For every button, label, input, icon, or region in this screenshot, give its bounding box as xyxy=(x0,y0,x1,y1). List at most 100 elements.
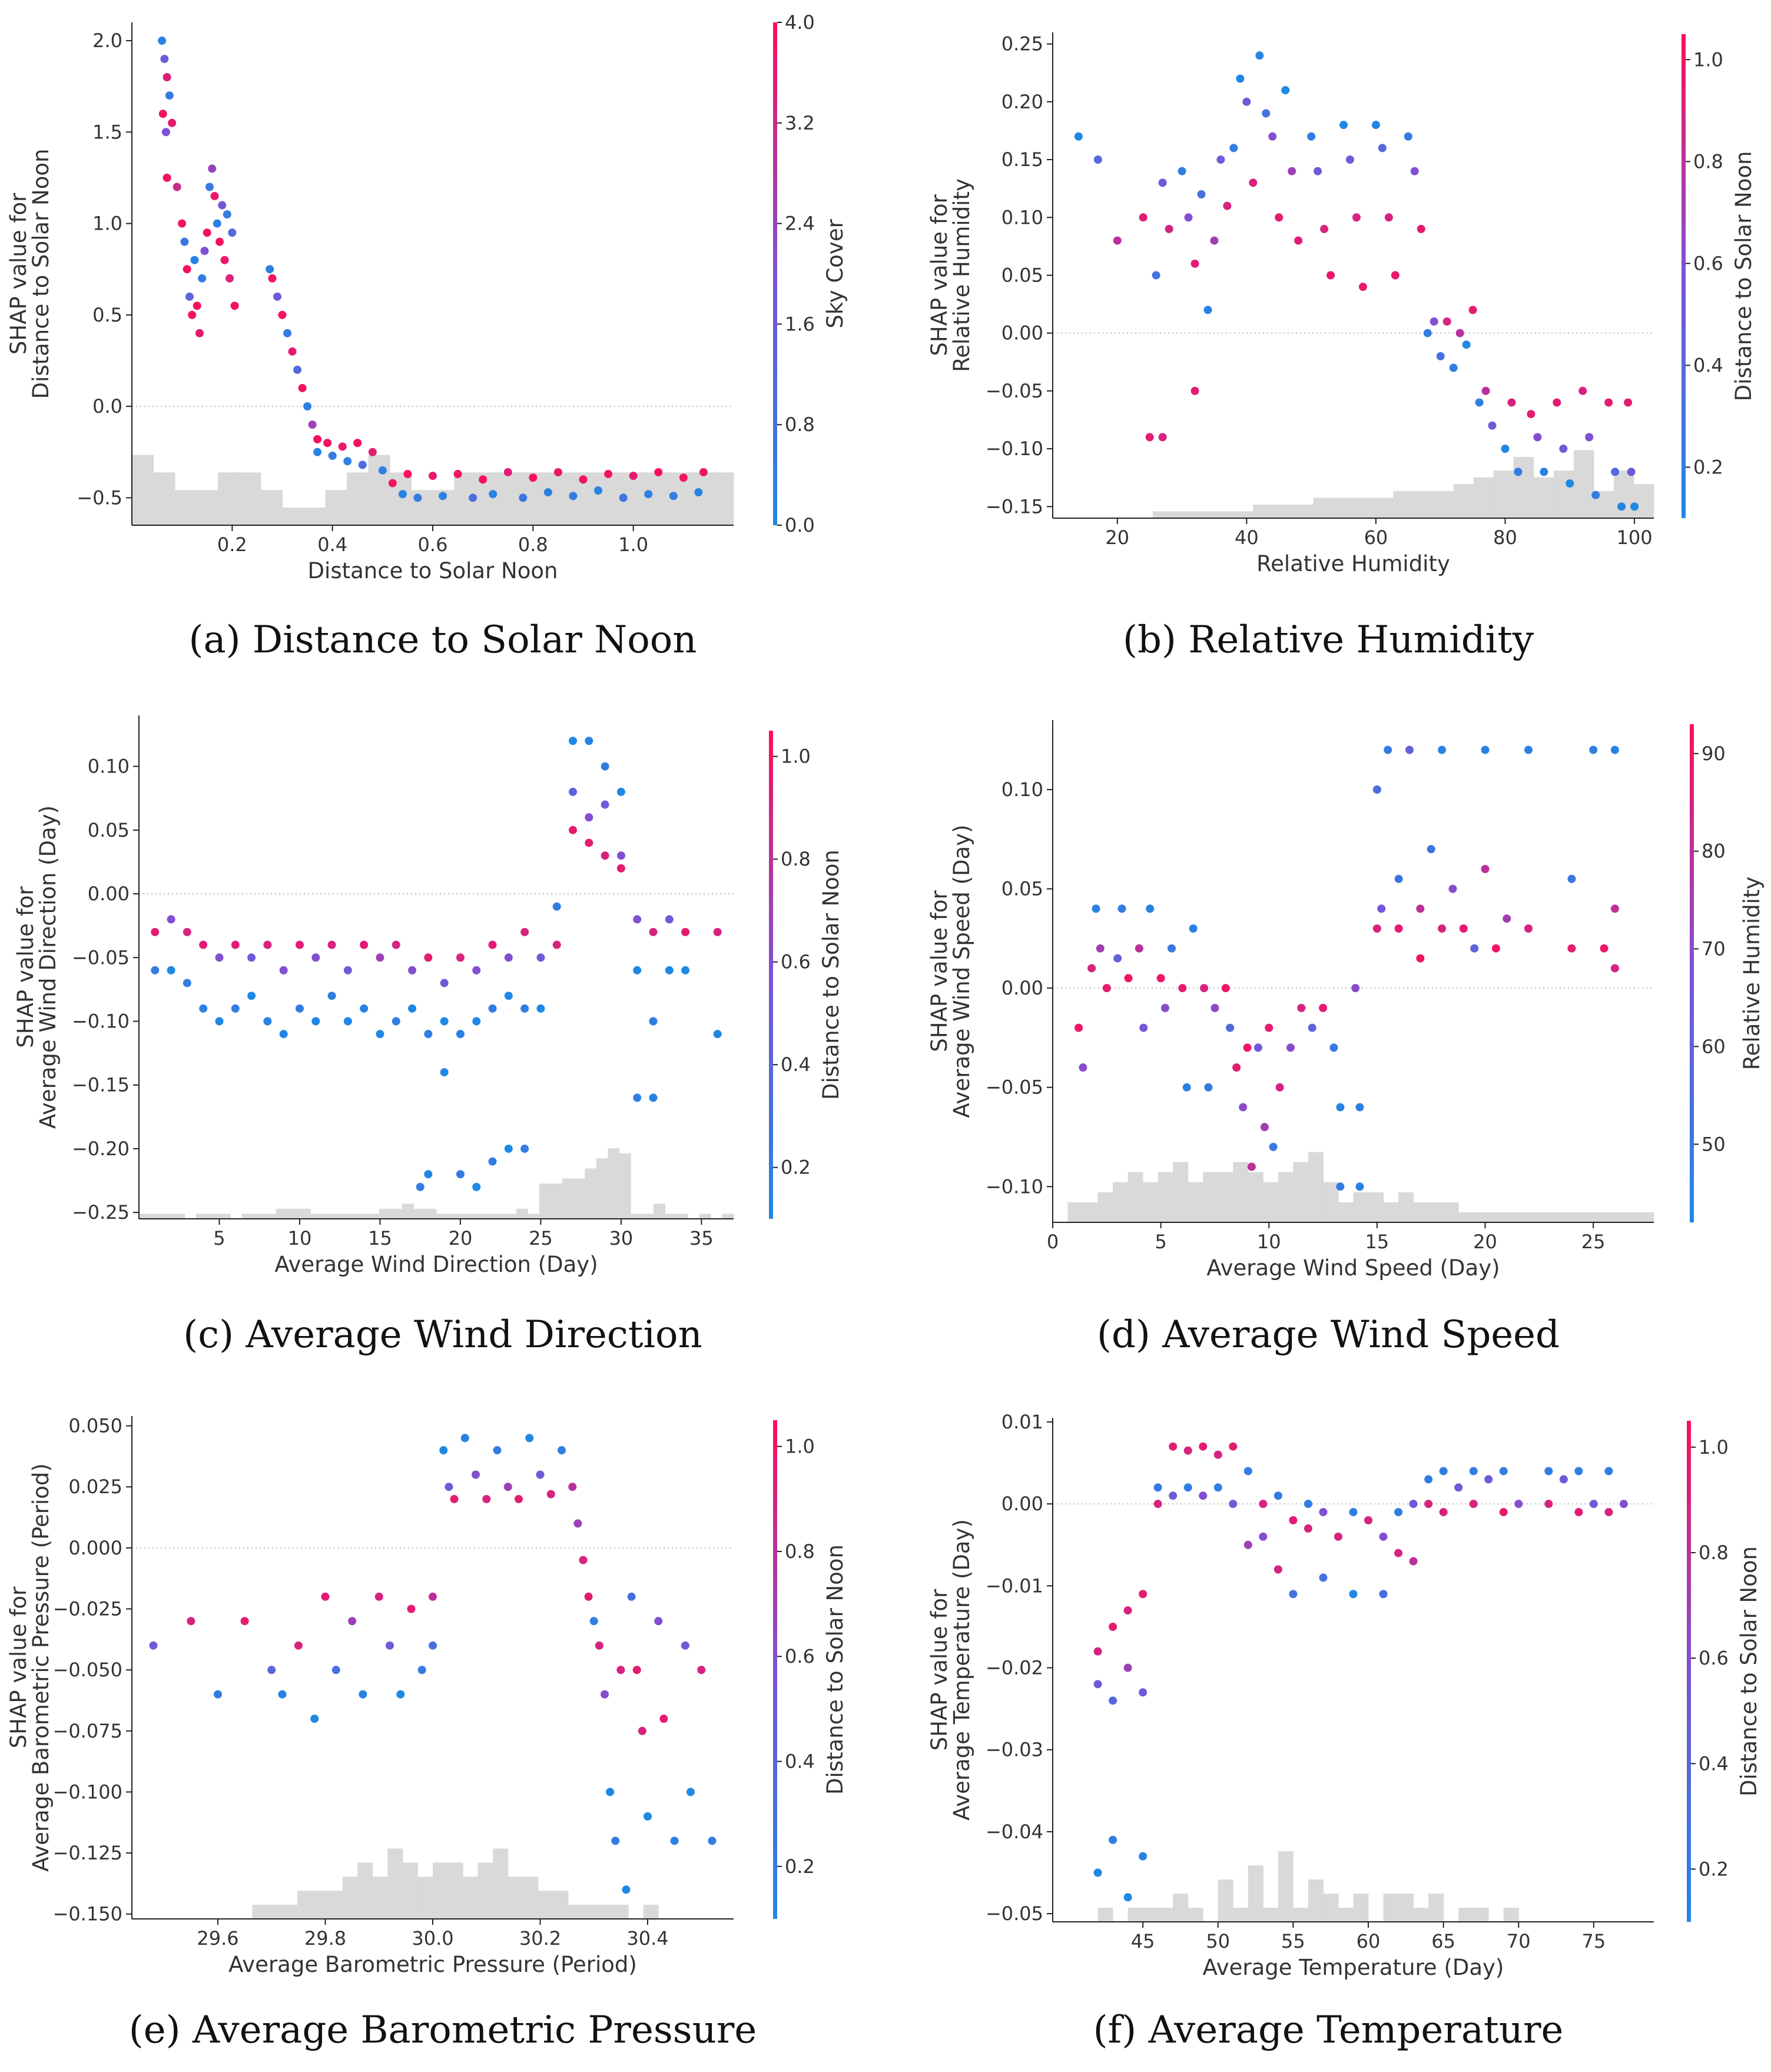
histogram-bar xyxy=(550,1183,563,1219)
histogram-bar xyxy=(1248,1172,1263,1222)
histogram-bar xyxy=(482,1214,494,1219)
data-point xyxy=(360,940,369,949)
y-tick-label: −0.02 xyxy=(986,1657,1043,1679)
histogram-bar xyxy=(1273,504,1294,518)
data-point xyxy=(1281,86,1290,95)
data-point xyxy=(338,442,347,451)
data-point xyxy=(1379,1590,1388,1599)
histogram-bar xyxy=(1263,1908,1279,1922)
data-point xyxy=(611,1836,620,1845)
histogram-bar xyxy=(310,1214,323,1219)
colorbar-tick-label: 0.4 xyxy=(785,1751,815,1773)
colorbar-label: Distance to Solar Noon xyxy=(823,1544,848,1795)
y-axis-label-line1: SHAP value for xyxy=(927,194,952,356)
histogram-bar xyxy=(1613,470,1634,518)
data-point xyxy=(1336,1182,1345,1191)
data-point xyxy=(1610,904,1619,913)
data-point xyxy=(327,940,336,949)
data-point xyxy=(713,927,722,936)
data-point xyxy=(627,1592,636,1601)
histogram-bar xyxy=(1503,1212,1519,1222)
histogram-bar xyxy=(276,1208,288,1219)
data-point xyxy=(162,173,171,182)
data-point xyxy=(1079,1063,1087,1072)
data-point xyxy=(622,1885,631,1894)
data-point xyxy=(1501,445,1510,453)
data-point xyxy=(360,1004,369,1013)
data-point xyxy=(283,329,292,337)
panel-c: 5 10 15 20 25 30 35 −0.25 −0.20 −0.15 −0.10 −0.05 0.… xyxy=(0,691,885,1381)
y-tick-label: −0.04 xyxy=(986,1821,1043,1843)
x-tick-label: 0.6 xyxy=(418,533,448,556)
data-point xyxy=(1371,121,1380,130)
histogram-bar xyxy=(1193,511,1213,518)
data-point xyxy=(504,992,513,1000)
histogram-bar xyxy=(402,1862,418,1919)
data-point xyxy=(1213,1450,1222,1459)
colorbar-tick-label: 0.6 xyxy=(1699,1647,1729,1669)
data-point xyxy=(161,128,170,137)
histogram-bar xyxy=(631,1214,643,1219)
data-point xyxy=(1469,1467,1478,1476)
y-tick-label: −0.15 xyxy=(72,1074,130,1096)
histogram-bar xyxy=(553,1891,569,1919)
data-point xyxy=(1566,479,1574,488)
colorbar-tick-label: 50 xyxy=(1702,1133,1726,1155)
data-point xyxy=(1074,132,1083,141)
data-point xyxy=(632,1666,641,1675)
x-tick-label: 55 xyxy=(1281,1930,1305,1952)
data-point xyxy=(1210,1003,1219,1012)
data-point xyxy=(1273,1565,1282,1574)
data-point xyxy=(579,475,588,484)
histogram-bar xyxy=(175,490,197,525)
x-tick-label: 0.4 xyxy=(317,533,347,556)
data-point xyxy=(392,1017,400,1026)
data-point xyxy=(1533,433,1542,442)
data-point xyxy=(456,1170,465,1179)
x-tick-label: 25 xyxy=(1581,1231,1606,1253)
histogram-bar xyxy=(654,1204,665,1219)
chart-average-wind-speed: 0 5 10 15 20 25 −0.10 −0.05 0.00 0.05 0.10 Average … xyxy=(927,720,1765,1281)
histogram-bar xyxy=(1383,1894,1399,1922)
data-point xyxy=(183,979,191,987)
data-point xyxy=(1409,1557,1418,1566)
data-point xyxy=(1589,745,1598,754)
data-point xyxy=(1611,468,1620,476)
x-tick-label: 20 xyxy=(449,1227,473,1249)
colorbar-tick-label: 0.2 xyxy=(1699,1858,1729,1880)
y-tick-label: −0.20 xyxy=(72,1138,130,1160)
histogram-bar xyxy=(447,1214,460,1219)
data-point xyxy=(1442,317,1451,326)
histogram-bar xyxy=(261,490,283,525)
data-point xyxy=(1260,1123,1269,1132)
data-point xyxy=(1454,1483,1463,1492)
x-tick-label: 20 xyxy=(1105,526,1129,549)
x-axis-label: Relative Humidity xyxy=(1256,551,1450,576)
histogram-bar xyxy=(433,1862,449,1919)
data-point xyxy=(1514,468,1523,476)
data-point xyxy=(198,274,207,283)
colorbar xyxy=(773,1420,777,1919)
colorbar-tick-label: 1.0 xyxy=(1693,48,1723,71)
histogram-bar xyxy=(562,1178,574,1219)
data-point xyxy=(1499,1508,1508,1517)
histogram-bar xyxy=(1143,1182,1159,1222)
data-point xyxy=(1113,236,1122,245)
data-point xyxy=(1265,1023,1273,1032)
x-tick-label: 1.0 xyxy=(618,533,648,556)
data-point xyxy=(1349,1508,1358,1517)
data-point xyxy=(294,1641,303,1650)
colorbar-label: Distance to Solar Noon xyxy=(818,850,844,1100)
data-point xyxy=(1109,1835,1117,1844)
y-tick-label: −0.05 xyxy=(986,380,1043,402)
data-point xyxy=(1600,944,1609,953)
data-point xyxy=(1102,984,1111,993)
histogram-bar xyxy=(342,1877,358,1919)
data-point xyxy=(503,468,512,476)
data-point xyxy=(1559,1475,1568,1484)
data-point xyxy=(1093,155,1102,164)
data-point xyxy=(1307,132,1316,141)
data-point xyxy=(1092,904,1100,913)
data-point xyxy=(450,1494,459,1503)
